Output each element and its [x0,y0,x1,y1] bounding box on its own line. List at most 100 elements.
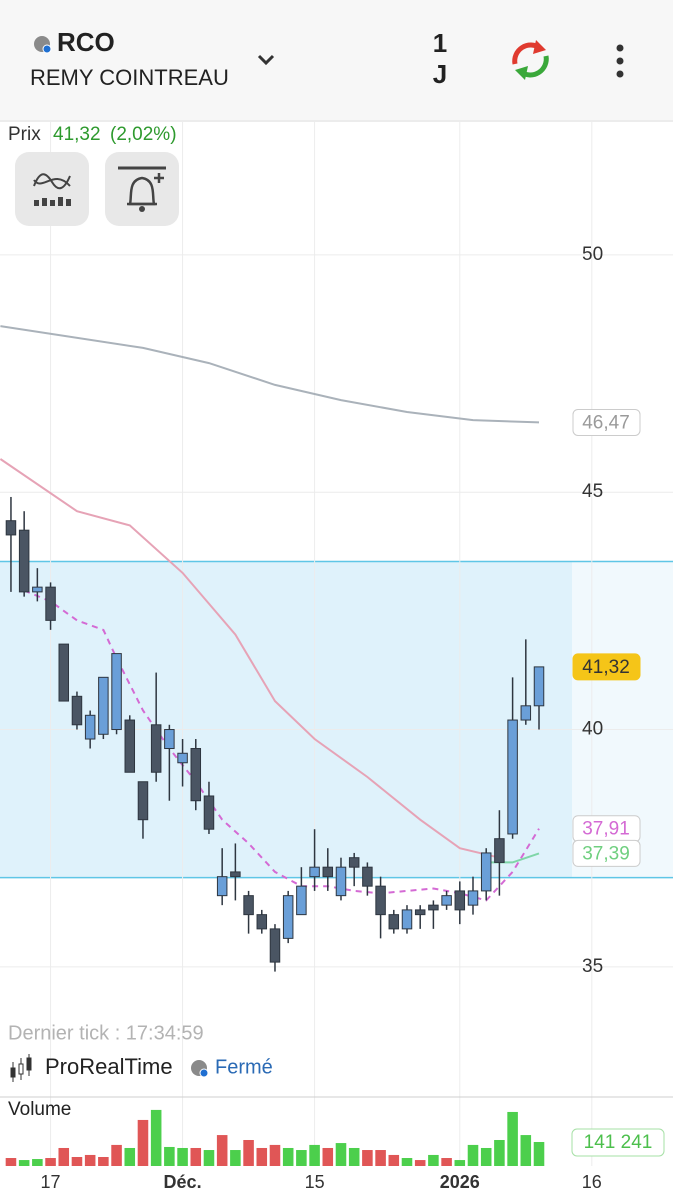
menu-button[interactable] [616,44,624,78]
period-unit[interactable]: J [433,59,447,89]
candle-body [507,719,518,835]
candle-body [84,714,96,740]
y-tick-label: 35 [582,956,603,977]
x-tick-label: Déc. [164,1172,202,1192]
x-tick-label: 17 [41,1172,61,1192]
y-tick-label: 40 [582,719,603,740]
candle-body [256,914,268,930]
indicator-button[interactable] [15,152,89,226]
candle-body [269,928,281,963]
volume-bar [98,1156,109,1166]
price-change: (2,02%) [110,124,177,145]
price-tag-label: 41,32 [582,657,630,678]
candle-body [150,724,162,773]
market-dot [199,1068,209,1078]
company-name[interactable]: REMY COINTREAU [30,65,229,90]
volume-bar [216,1135,228,1166]
x-tick-label: 15 [305,1172,325,1192]
volume-bar [190,1147,202,1166]
candle-body [348,857,360,868]
candle-body [124,719,136,773]
volume-tag [571,1128,665,1157]
volume-bar [375,1150,386,1166]
volume-bar [203,1150,215,1166]
candle-body [58,643,70,702]
price-tag-label: 37,91 [582,819,630,840]
volume-bar [18,1160,30,1166]
volume-bar [335,1143,347,1166]
volume-bar [84,1154,96,1166]
period-number[interactable]: 1 [433,28,447,58]
candle-body [401,909,413,930]
status-dot [42,44,52,54]
volume-bar [494,1139,505,1166]
symbol[interactable]: RCO [57,27,115,57]
moving-average [0,325,540,424]
refresh-button[interactable] [512,40,549,80]
volume-bar [124,1147,136,1166]
candle-body [375,885,386,916]
volume-title: Volume [8,1099,71,1120]
dropdown-chevron[interactable] [257,54,275,66]
candle-body [71,695,83,726]
candle-body [32,586,43,593]
x-tick-label: 16 [582,1172,602,1192]
candle-body [18,529,30,593]
candle-body [533,666,545,707]
candle-body [441,895,452,906]
volume-bar [362,1150,373,1166]
volume-bar [296,1150,307,1166]
volume-bar [520,1135,532,1166]
volume-bar [177,1147,188,1166]
y-tick-label: 45 [582,481,603,502]
candle-body [177,752,188,764]
volume-bar [414,1160,426,1166]
candle-body [282,895,294,939]
volume-bar [5,1158,17,1166]
volume-bar [256,1147,268,1166]
candle-body [388,914,400,930]
candle-body [230,871,241,878]
volume-bar [467,1144,479,1166]
candle-body [98,676,109,735]
x-tick-label: 2026 [440,1172,480,1192]
candle-body [216,876,228,897]
last-tick: Dernier tick : 17:34:59 [8,1022,204,1044]
market-status: Fermé [215,1056,273,1078]
candle-body [309,866,320,878]
volume-bar [282,1147,294,1166]
plot: 35 40 45 50 17 Déc. 15 2026 16 46,47 41,32 37,91 37,… [0,122,673,1192]
candle-body [5,520,17,536]
header-bg [0,0,673,120]
candle-body [203,795,215,830]
candle-body [137,781,149,821]
volume-bar [230,1150,241,1166]
y-tick-label: 50 [582,244,603,265]
candle-body [296,885,307,916]
volume-tag-label: 141 241 [584,1132,653,1153]
candle-body [243,895,254,916]
volume-bar [480,1147,492,1166]
volume-bar [441,1158,452,1166]
price-tag [572,839,641,867]
volume-bar [388,1154,400,1166]
data-source: ProRealTime [45,1054,173,1079]
price-label: Prix [8,124,41,145]
candle-body [454,890,466,911]
alert-button[interactable] [105,152,179,226]
volume-bar [533,1141,545,1166]
candle-body [190,748,202,802]
price: 41,32 [53,124,101,145]
volume-bar [428,1154,439,1166]
volume-bar [348,1147,360,1166]
candle-icon [10,1054,32,1082]
volume-bar [164,1146,175,1166]
volume-bar [322,1147,334,1166]
candle-body [335,866,347,897]
volume-bar [243,1139,254,1166]
volume-bar [507,1111,518,1166]
candle-body [520,705,532,721]
volume-bar [32,1159,43,1166]
